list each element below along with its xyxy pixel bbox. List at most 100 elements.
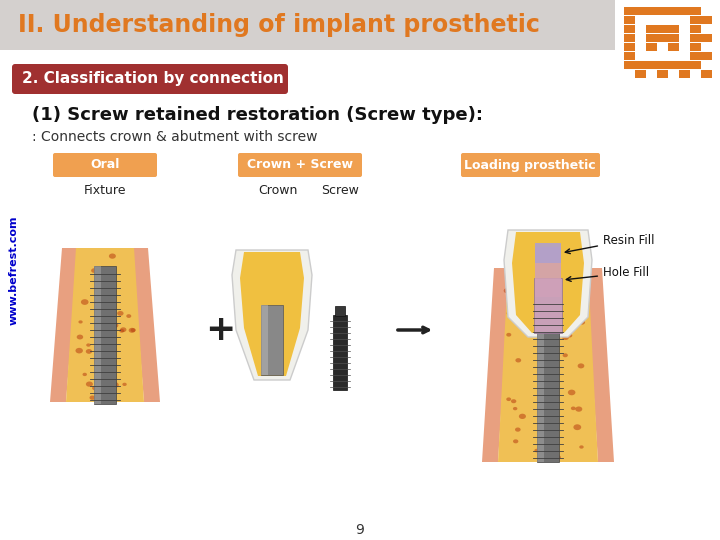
Ellipse shape [525, 275, 531, 279]
Ellipse shape [78, 320, 83, 323]
Bar [624, 24, 634, 33]
FancyBboxPatch shape [238, 153, 362, 177]
Bar [646, 6, 657, 15]
Text: +: + [204, 313, 235, 347]
Bar [624, 60, 634, 69]
Polygon shape [232, 250, 312, 380]
Ellipse shape [120, 329, 125, 333]
Bar [701, 70, 711, 78]
Ellipse shape [105, 330, 110, 334]
Text: 2. Classification by connection type: 2. Classification by connection type [22, 71, 328, 86]
Polygon shape [50, 248, 78, 402]
Text: II. Understanding of implant prosthetic: II. Understanding of implant prosthetic [18, 13, 540, 37]
Ellipse shape [109, 323, 114, 327]
Polygon shape [498, 268, 598, 462]
Text: (1) Screw retained restoration (Screw type):: (1) Screw retained restoration (Screw ty… [32, 106, 483, 124]
Ellipse shape [130, 328, 136, 332]
Text: Loading prosthetic: Loading prosthetic [464, 159, 596, 172]
Ellipse shape [76, 348, 83, 354]
Ellipse shape [571, 407, 576, 410]
Bar [535, 243, 561, 263]
Bar [537, 297, 544, 462]
FancyBboxPatch shape [53, 153, 157, 177]
Ellipse shape [524, 312, 531, 317]
Bar [535, 247, 561, 297]
Bar [624, 33, 634, 42]
Bar [679, 60, 690, 69]
Bar [679, 6, 690, 15]
Ellipse shape [519, 414, 526, 419]
Bar [261, 305, 283, 375]
Text: Hole Fill: Hole Fill [567, 267, 649, 281]
Bar [657, 24, 667, 33]
Bar [668, 6, 678, 15]
Bar [333, 315, 347, 390]
Bar [690, 51, 701, 60]
Ellipse shape [529, 309, 534, 313]
Ellipse shape [541, 404, 547, 409]
Bar [657, 6, 667, 15]
Ellipse shape [513, 440, 518, 443]
Bar [646, 33, 657, 42]
Ellipse shape [568, 390, 575, 395]
Ellipse shape [577, 363, 585, 368]
Ellipse shape [120, 327, 127, 332]
Bar [624, 43, 634, 51]
Bar [690, 6, 701, 15]
FancyBboxPatch shape [461, 153, 600, 177]
Polygon shape [240, 252, 304, 376]
Ellipse shape [545, 431, 552, 437]
Ellipse shape [109, 347, 117, 353]
Bar [534, 278, 562, 333]
Ellipse shape [544, 394, 551, 399]
Ellipse shape [102, 371, 106, 374]
Bar [335, 306, 345, 316]
Bar [690, 33, 701, 42]
Ellipse shape [86, 349, 92, 354]
Ellipse shape [575, 407, 582, 411]
Bar [668, 33, 678, 42]
Bar [668, 60, 678, 69]
Bar [657, 70, 667, 78]
Ellipse shape [122, 383, 127, 386]
Ellipse shape [77, 335, 84, 340]
Ellipse shape [580, 446, 584, 449]
Ellipse shape [579, 320, 585, 325]
Bar [94, 266, 101, 404]
Bar [690, 43, 701, 51]
Bar [668, 24, 678, 33]
Text: 9: 9 [356, 523, 364, 537]
Polygon shape [512, 232, 584, 333]
Ellipse shape [89, 395, 95, 400]
Ellipse shape [516, 358, 521, 362]
FancyBboxPatch shape [12, 64, 288, 94]
Text: Crown + Screw: Crown + Screw [247, 159, 353, 172]
Ellipse shape [86, 381, 93, 387]
Ellipse shape [110, 343, 116, 348]
Ellipse shape [573, 424, 581, 430]
Ellipse shape [506, 397, 511, 401]
Ellipse shape [107, 282, 114, 287]
Bar [701, 16, 711, 24]
Polygon shape [482, 268, 510, 462]
Ellipse shape [126, 314, 131, 318]
Bar [657, 33, 667, 42]
Ellipse shape [86, 343, 91, 347]
Ellipse shape [504, 288, 510, 293]
Ellipse shape [511, 399, 516, 403]
Text: www.befrest.com: www.befrest.com [9, 215, 19, 325]
Text: Resin Fill: Resin Fill [565, 233, 654, 254]
Bar [537, 297, 559, 462]
Bar [624, 6, 712, 78]
Bar [701, 51, 711, 60]
Ellipse shape [562, 353, 568, 357]
Ellipse shape [81, 299, 89, 305]
Ellipse shape [534, 449, 539, 453]
Text: : Connects crown & abutment with screw: : Connects crown & abutment with screw [32, 130, 318, 144]
Bar [690, 16, 701, 24]
Ellipse shape [104, 282, 109, 286]
Bar [624, 6, 634, 15]
Polygon shape [504, 230, 592, 337]
Bar [646, 24, 657, 33]
Text: Screw: Screw [321, 184, 359, 197]
